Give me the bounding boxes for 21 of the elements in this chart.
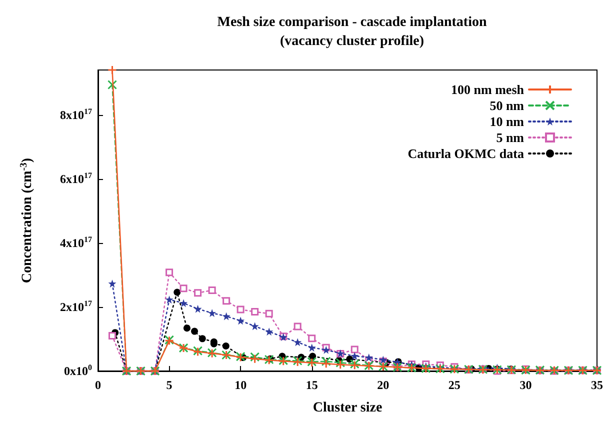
x-tick-label: 30 — [520, 378, 532, 392]
y-tick-label: 0x10$^{0}$ — [64, 363, 92, 379]
y-tick-label: 4x10$^{17}$ — [60, 234, 92, 251]
x-tick-label: 5 — [166, 378, 172, 392]
legend-label: 10 nm — [490, 114, 524, 129]
x-tick-label: 25 — [448, 378, 460, 392]
legend-label: 100 nm mesh — [451, 82, 525, 97]
y-tick-label: 2x10$^{17}$ — [60, 298, 92, 315]
y-tick-label: 8x10$^{17}$ — [60, 106, 92, 123]
legend-label: 5 nm — [496, 130, 524, 145]
legend-label: 50 nm — [490, 98, 524, 113]
x-axis-title: Cluster size — [312, 400, 382, 416]
x-tick-label: 15 — [306, 378, 318, 392]
y-tick-label: 6x10$^{17}$ — [60, 170, 92, 187]
legend-label: Caturla OKMC data — [408, 146, 524, 161]
chart-title: Mesh size comparison - cascade implantation (vacancy cluster profile) — [217, 15, 487, 49]
x-tick-label: 10 — [234, 378, 247, 392]
x-tick-label: 35 — [591, 378, 603, 392]
x-tick-label: 20 — [377, 378, 390, 392]
y-axis-title: Concentration (cm-3) — [18, 158, 35, 284]
x-tick-label: 0 — [95, 378, 101, 392]
